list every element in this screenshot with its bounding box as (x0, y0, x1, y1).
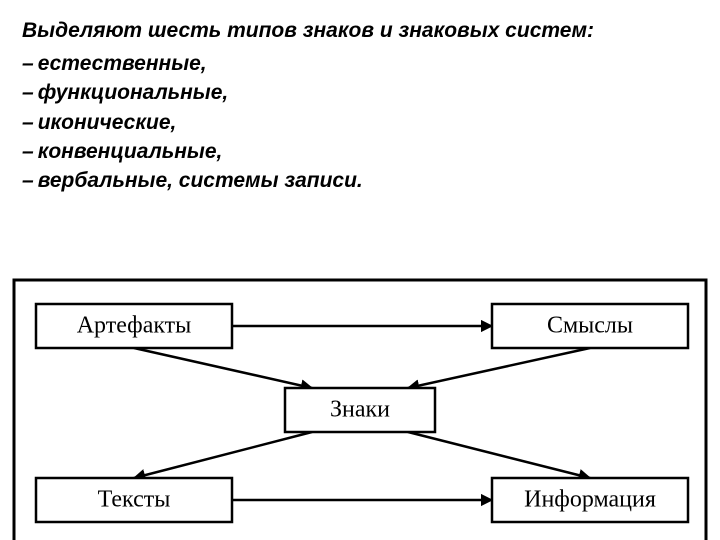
list-item: –естественные, (22, 49, 698, 78)
node-label-texts: Тексты (98, 487, 171, 513)
node-label-meanings: Смыслы (547, 313, 633, 339)
list-item-text: конвенциальные, (38, 140, 223, 163)
heading: Выделяют шесть типов знаков и знаковых с… (22, 18, 698, 45)
list-item: –иконические, (22, 108, 698, 137)
dash: – (22, 52, 34, 75)
node-label-signs: Знаки (330, 397, 390, 423)
sign-types-list: –естественные, –функциональные, –икониче… (22, 49, 698, 196)
node-label-information: Информация (524, 487, 656, 513)
dash: – (22, 140, 34, 163)
list-item: –вербальные, системы записи. (22, 166, 698, 195)
node-label-artefacts: Артефакты (77, 313, 192, 339)
dash: – (22, 81, 34, 104)
page: Выделяют шесть типов знаков и знаковых с… (0, 0, 720, 540)
list-item: –конвенциальные, (22, 137, 698, 166)
dash: – (22, 111, 34, 134)
dash: – (22, 169, 34, 192)
list-item-text: иконические, (38, 111, 177, 134)
list-item-text: вербальные, системы записи. (38, 169, 363, 192)
list-item-text: функциональные, (38, 81, 229, 104)
list-item-text: естественные, (38, 52, 207, 75)
diagram: Артефакты Смыслы Знаки Тексты Информация (0, 270, 720, 540)
list-item: –функциональные, (22, 78, 698, 107)
diagram-svg: Артефакты Смыслы Знаки Тексты Информация (0, 270, 720, 540)
